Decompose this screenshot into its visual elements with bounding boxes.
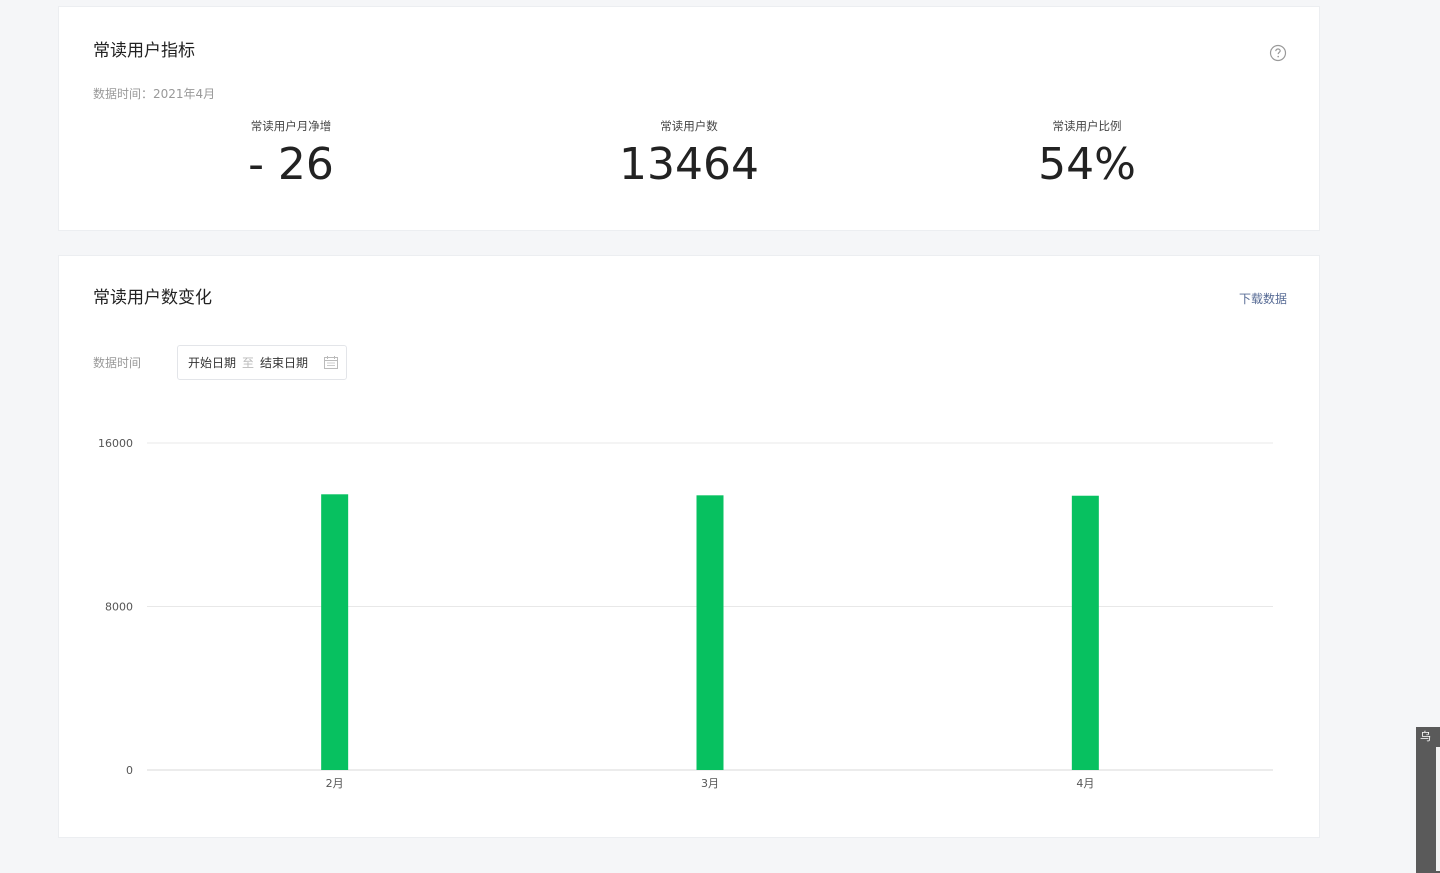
metric-label: 常读用户比例 <box>1052 119 1122 133</box>
side-widget-label: 乌 <box>1420 730 1431 743</box>
metric-label: 常读用户月净增 <box>250 119 332 133</box>
date-range-picker[interactable]: 开始日期 至 结束日期 <box>177 345 347 380</box>
metric-label: 常读用户数 <box>660 119 718 133</box>
metrics-card-title: 常读用户指标 <box>93 41 195 61</box>
end-date-input[interactable]: 结束日期 <box>260 356 309 370</box>
y-tick-label: 0 <box>126 764 133 777</box>
side-floating-widget[interactable]: 乌 <box>1416 727 1440 873</box>
metric-value: 13464 <box>619 139 759 190</box>
bar[interactable] <box>321 494 349 770</box>
metric-monthly-net-increase: 常读用户月净增 - 26 <box>141 117 441 193</box>
start-date-input[interactable]: 开始日期 <box>188 356 237 370</box>
question-circle-icon[interactable] <box>1269 44 1287 62</box>
x-tick-label: 3月 <box>701 777 719 790</box>
metric-value: - 26 <box>248 139 334 190</box>
metric-frequent-reader-count: 常读用户数 13464 <box>539 117 839 193</box>
download-data-link[interactable]: 下载数据 <box>1238 292 1287 306</box>
x-tick-label: 2月 <box>326 777 344 790</box>
trend-card: 常读用户数变化 下载数据 数据时间 开始日期 至 结束日期 0 8000 16000… <box>58 255 1320 838</box>
bar[interactable] <box>696 495 724 770</box>
calendar-icon[interactable] <box>324 356 338 369</box>
metric-value: 54% <box>1038 139 1136 190</box>
x-tick-label: 4月 <box>1076 777 1094 790</box>
trend-card-title: 常读用户数变化 <box>93 288 212 308</box>
metrics-card: 常读用户指标 数据时间：2021年4月 常读用户月净增 - 26 常读用户数 1… <box>58 6 1320 231</box>
y-tick-label: 16000 <box>98 437 133 450</box>
date-filter-label: 数据时间 <box>93 356 142 370</box>
metrics-data-time: 数据时间：2021年4月 <box>93 87 216 101</box>
metric-frequent-reader-ratio: 常读用户比例 54% <box>937 117 1237 193</box>
date-separator: 至 <box>242 356 255 370</box>
side-widget-panel <box>1436 747 1440 871</box>
bar[interactable] <box>1071 495 1099 770</box>
user-count-bar-chart: 0 8000 16000 2月 3月 4月 <box>98 437 1273 790</box>
y-tick-label: 8000 <box>105 601 133 614</box>
